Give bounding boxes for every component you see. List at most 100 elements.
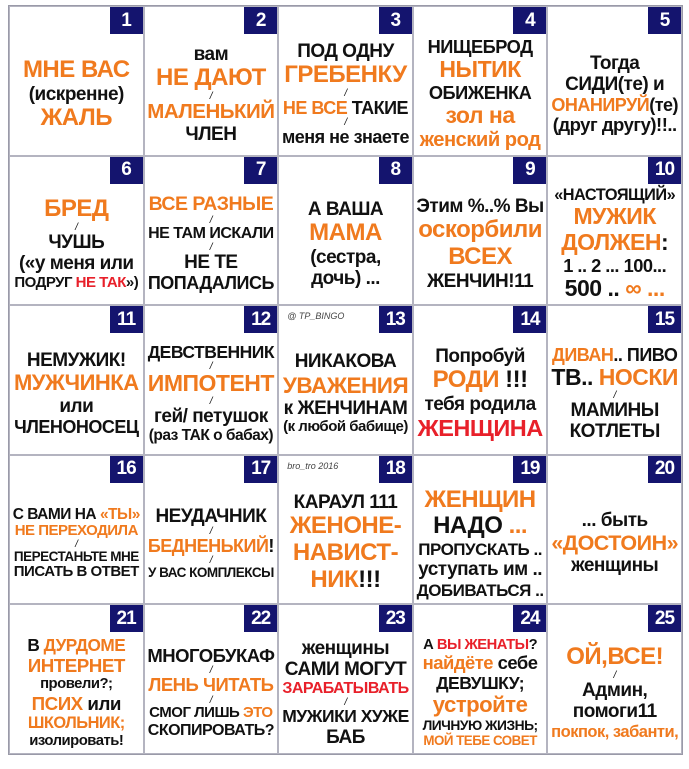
text-segment: НЫТИК — [439, 56, 521, 83]
cell-text: ДИВАН.. ПИВО ТВ.. НОСКИ / МАМИНЫ КОТЛЕТЫ — [550, 336, 679, 451]
text-line: С ВАМИ НА «ТЫ» — [12, 505, 141, 523]
separator-slash: / — [210, 556, 213, 566]
bingo-cell[interactable]: 9 Этим %..% Вы оскорбили ВСЕХ ЖЕНЧИН!11 — [412, 155, 548, 306]
text-segment: ДОБИВАТЬСЯ .. — [416, 580, 544, 600]
text-line: ЖЕНЩИН — [425, 486, 537, 514]
bingo-cell[interactable]: 16 С ВАМИ НА «ТЫ» НЕ ПЕРЕХОДИЛА / ПЕРЕСТАНЬТ… — [9, 454, 144, 605]
text-segment: помоги11 — [572, 701, 657, 723]
text-line: или — [59, 396, 93, 417]
text-line: устройте — [433, 693, 528, 718]
text-line: ЖЕНЧИН!11 — [426, 270, 534, 292]
text-line: МУЖИК — [573, 203, 656, 230]
text-segment: А — [423, 636, 437, 653]
bingo-cell[interactable]: 12 ДЕВСТВЕННИК / ИМПОТЕНТ / гей/ петушок (раз … — [143, 305, 279, 455]
text-segment: : — [660, 228, 669, 255]
text-segment: ПОД ОДНУ — [297, 41, 394, 63]
text-line: ПЕРЕСТАНЬТЕ МНЕ — [14, 549, 139, 564]
separator-slash: / — [75, 223, 78, 233]
cell-text: Этим %..% Вы оскорбили ВСЕХ ЖЕНЧИН!11 — [416, 187, 545, 302]
text-segment: / — [344, 88, 347, 100]
text-line: ОЙ,ВСЕ! — [566, 643, 663, 671]
text-segment: ЖАЛЬ — [40, 103, 113, 131]
text-line: РОДИ !!! — [433, 366, 529, 394]
bingo-cell[interactable]: 19 ЖЕНЩИН НАДО ... ПРОПУСКАТЬ .. уступать им… — [412, 454, 548, 605]
text-line: меня не знаете — [282, 127, 410, 147]
cell-number-badge: 7 — [244, 156, 278, 184]
text-line: ЖЕНЩИНА — [418, 415, 544, 441]
bingo-cell[interactable]: 20 ... быть «ДОСТОИН» женщины — [547, 454, 682, 605]
bingo-cell[interactable]: 23 женщины САМИ МОГУТ ЗАРАБАТЫВАТЬ / МУЖИКИ Х… — [278, 604, 413, 754]
bingo-cell[interactable]: 22 МНОГОБУКАФ / ЛЕНЬ ЧИТАТЬ / СМОГ ЛИШЬ ЭТО СК… — [143, 604, 279, 754]
text-line: НЕ ДАЮТ — [156, 64, 266, 92]
text-line: ПИСАТЬ В ОТВЕТ — [14, 563, 140, 581]
text-line: ПОПАДАЛИСЬ — [148, 273, 275, 293]
cell-text: БРЕД / ЧУШЬ («у меня или ПОДРУГ НЕ ТАК») — [12, 187, 141, 302]
text-line: 500 .. ∞ ... — [565, 275, 666, 302]
text-line: провели?; — [40, 676, 113, 693]
text-segment: НЕ ВСЕ — [282, 98, 352, 119]
text-line: ПОДРУГ НЕ ТАК») — [14, 274, 138, 292]
text-line: женский род — [420, 129, 541, 152]
text-line: (искренне) — [29, 84, 125, 105]
text-segment: ЖЕНЧИН!11 — [426, 270, 534, 292]
separator-slash: / — [344, 118, 347, 128]
text-line: помоги11 — [573, 701, 657, 722]
separator-slash: / — [209, 90, 213, 102]
text-segment: уступать им .. — [418, 559, 543, 581]
text-segment: БЕДНЕНЬКИЙ — [147, 536, 269, 557]
cell-text: ДЕВСТВЕННИК / ИМПОТЕНТ / гей/ петушок (раз ТА… — [147, 336, 276, 451]
text-line: БЕДНЕНЬКИЙ! — [147, 536, 275, 557]
text-segment: Попробуй — [435, 345, 525, 367]
text-segment: НИКАКОВА — [294, 351, 397, 373]
text-line: СКОПИРОВАТЬ? — [148, 722, 275, 740]
bingo-cell[interactable]: 13 @ TP_BINGO НИКАКОВА УВАЖЕНИЯ к ЖЕНЧИНАМ (к… — [278, 305, 413, 455]
text-line: ОБИЖЕНКА — [429, 82, 532, 103]
bingo-cell[interactable]: 6 БРЕД / ЧУШЬ («у меня или ПОДРУГ НЕ ТАК») — [9, 155, 144, 306]
separator-slash: / — [210, 527, 213, 537]
text-segment: НЕМУЖИК! — [26, 349, 126, 371]
bingo-cell[interactable]: 17 НЕУДАЧНИК / БЕДНЕНЬКИЙ! / У ВАС КОМПЛЕКСЫ — [143, 454, 279, 605]
text-line: УВАЖЕНИЯ — [283, 373, 409, 398]
bingo-cell[interactable]: 8 А ВАША МАМА (сестра, дочь) ... — [278, 155, 413, 306]
text-segment: / — [209, 90, 213, 102]
bingo-cell[interactable]: 2 вам НЕ ДАЮТ / МАЛЕНЬКИЙ ЧЛЕН — [143, 6, 279, 156]
watermark: bro_tro 2016 — [287, 460, 339, 471]
text-segment: ДЕВСТВЕННИК — [147, 341, 275, 362]
text-segment: С ВАМИ НА — [12, 505, 100, 523]
bingo-cell[interactable]: 14 Попробуй РОДИ !!! тебя родила ЖЕНЩИНА — [412, 305, 548, 455]
bingo-cell[interactable]: 18 bro_tro 2016 КАРАУЛ 111 ЖЕНОНЕ- НАВИСТ- НИ… — [278, 454, 413, 605]
text-line: ПОД ОДНУ — [297, 41, 394, 62]
text-line: ВСЕХ — [448, 243, 512, 271]
text-line: ЖАЛЬ — [40, 103, 113, 132]
bingo-cell[interactable]: 10 «НАСТОЯЩИЙ» МУЖИК ДОЛЖЕН: 1 .. 2 ... 100.… — [547, 155, 682, 306]
text-segment: найдёте — [422, 652, 494, 674]
bingo-cell[interactable]: 25 ОЙ,ВСЕ! / Админ, помоги11 покпок, забанти, — [547, 604, 682, 754]
cell-text: Тогда СИДИ(те) и ОНАНИРУЙ(те) (друг другу)!… — [550, 37, 679, 152]
text-line: Админ, — [582, 680, 648, 701]
bingo-cell[interactable]: 5 Тогда СИДИ(те) и ОНАНИРУЙ(те) (друг другу)… — [547, 6, 682, 156]
bingo-cell[interactable]: 4 НИЩЕБРОД НЫТИК ОБИЖЕНКА зол на женский род — [412, 6, 548, 156]
text-segment: или — [59, 395, 94, 417]
cell-number-badge: 2 — [244, 7, 278, 34]
text-line: НЕ ПЕРЕХОДИЛА — [15, 522, 139, 540]
cell-text: ЖЕНЩИН НАДО ... ПРОПУСКАТЬ .. уступать им .… — [416, 486, 545, 601]
separator-slash: / — [210, 696, 213, 706]
text-line: НЕ ВСЕ ТАКИЕ — [282, 98, 409, 119]
cell-text: НИЩЕБРОД НЫТИК ОБИЖЕНКА зол на женский род — [416, 36, 545, 152]
text-segment: ШКОЛЬНИК; — [27, 714, 125, 733]
cell-text: НИКАКОВА УВАЖЕНИЯ к ЖЕНЧИНАМ (к любой бабищ… — [281, 336, 410, 451]
bingo-cell[interactable]: 3 ПОД ОДНУ ГРЕБЕНКУ / НЕ ВСЕ ТАКИЕ / меня не з… — [278, 6, 413, 156]
text-segment: КОТЛЕТЫ — [569, 420, 661, 442]
bingo-cell[interactable]: 21 В ДУРДОМЕ ИНТЕРНЕТ провели?; ПСИХ или ШКОЛ… — [9, 604, 144, 754]
bingo-cell[interactable]: 1 МНЕ ВАС (искренне) ЖАЛЬ — [9, 6, 144, 156]
text-line: НЫТИК — [439, 56, 521, 83]
text-segment: МНЕ ВАС — [22, 55, 130, 83]
bingo-cell[interactable]: 15 ДИВАН.. ПИВО ТВ.. НОСКИ / МАМИНЫ КОТЛЕТЫ — [547, 305, 682, 455]
text-segment: ЧЛЕН — [185, 123, 237, 145]
separator-slash: / — [210, 666, 213, 676]
bingo-cell[interactable]: 24 А ВЫ ЖЕНАТЫ? найдёте себе ДЕВУШКУ; устрой… — [412, 604, 548, 754]
text-line: КАРАУЛ 111 — [294, 492, 398, 513]
bingo-cell[interactable]: 11 НЕМУЖИК! МУЖЧИНКА или ЧЛЕНОНОСЕЦ — [9, 305, 144, 455]
bingo-cell[interactable]: 7 ВСЕ РАЗНЫЕ / НЕ ТАМ ИСКАЛИ / НЕ ТЕ ПОПАДАЛИС… — [143, 155, 279, 306]
text-line: САМИ МОГУТ — [285, 659, 407, 680]
